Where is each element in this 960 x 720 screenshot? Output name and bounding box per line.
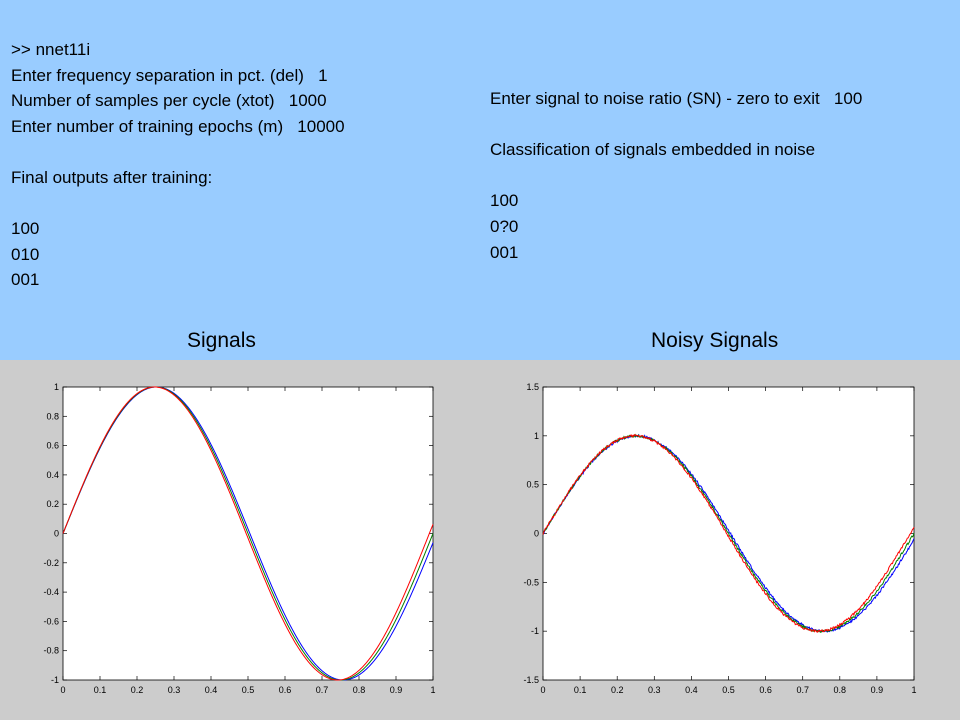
y-tick-label: -1.5 <box>523 675 539 685</box>
y-tick-label: 0.4 <box>46 470 59 480</box>
x-tick-label: 0.8 <box>353 685 366 695</box>
console-line: >> nnet11i <box>11 40 91 59</box>
y-tick-label: -0.8 <box>43 646 59 656</box>
y-tick-label: -0.6 <box>43 616 59 626</box>
console-line: Final outputs after training: <box>11 167 213 187</box>
console-panel <box>0 0 960 360</box>
x-tick-label: 0.5 <box>242 685 255 695</box>
plot-title-signals: Signals <box>187 329 256 352</box>
plot-title-noisy-signals: Noisy Signals <box>651 329 779 352</box>
noisy-signals-chart: 0 0.1 0.2 0.3 0.4 0.5 0.6 0.7 0.8 0.9 1 1.5 1 0.5 0 -0.… <box>523 382 916 695</box>
x-tick-label: 0.3 <box>168 685 181 695</box>
y-tick-label: 0.6 <box>46 441 59 451</box>
console-line <box>490 163 862 189</box>
console-line: 010 <box>11 244 40 264</box>
console-line: Enter number of training epochs (m) 1000… <box>11 116 345 136</box>
y-tick-label: -0.5 <box>523 577 539 587</box>
console-output-right: Enter signal to noise ratio (SN) - zero … <box>490 86 862 265</box>
y-tick-label: 1.5 <box>526 382 539 392</box>
y-tick-label: 0.5 <box>526 480 539 490</box>
y-tick-label: 0 <box>54 529 59 539</box>
x-tick-label: 0 <box>540 685 545 695</box>
y-tick-label: 1 <box>534 431 539 441</box>
x-tick-label: 0.7 <box>316 685 329 695</box>
console-line: 100 <box>11 219 40 239</box>
series-line-3 <box>62 386 434 681</box>
signals-chart: 0 0.1 0.2 0.3 0.4 0.5 0.6 0.7 0.8 0.9 1 1 0.8 0.6 0.4 0… <box>43 382 435 695</box>
y-tick-label: -0.4 <box>43 587 59 597</box>
x-tick-label: 0.3 <box>648 685 661 695</box>
console-line: Classification of signals embedded in no… <box>490 140 816 160</box>
y-tick-label: 1 <box>54 382 59 392</box>
x-tick-label: 0.1 <box>94 685 107 695</box>
x-tick-label: 0.2 <box>131 685 144 695</box>
y-tick-label: 0.2 <box>46 499 59 509</box>
y-tick-label: -0.2 <box>43 558 59 568</box>
series-line-3 <box>542 433 915 633</box>
x-tick-label: 0.5 <box>722 685 735 695</box>
x-tick-label: 0.8 <box>834 685 847 695</box>
console-line: 001 <box>11 270 40 290</box>
console-line: Enter signal to noise ratio (SN) - zero … <box>490 89 863 108</box>
x-tick-label: 0.1 <box>574 685 587 695</box>
x-tick-label: 0.6 <box>759 685 772 695</box>
x-tick-label: 1 <box>430 685 435 695</box>
x-tick-label: 0 <box>60 685 65 695</box>
x-tick-label: 0.4 <box>205 685 218 695</box>
y-tick-label: -1 <box>51 675 59 685</box>
console-line: 0?0 <box>490 216 519 236</box>
console-line <box>11 139 345 165</box>
console-line: 001 <box>490 242 519 262</box>
console-line: Enter frequency separation in pct. (del)… <box>11 65 328 85</box>
x-tick-label: 0.7 <box>796 685 809 695</box>
console-line <box>490 112 862 138</box>
y-tick-label: 0 <box>534 529 539 539</box>
x-tick-label: 0.4 <box>685 685 698 695</box>
y-tick-label: 0.8 <box>46 411 59 421</box>
x-tick-label: 0.9 <box>871 685 884 695</box>
x-tick-label: 1 <box>911 685 916 695</box>
x-tick-label: 0.9 <box>390 685 403 695</box>
x-tick-label: 0.6 <box>279 685 292 695</box>
console-line: Number of samples per cycle (xtot) 1000 <box>11 91 327 111</box>
y-tick-label: -1 <box>531 626 539 636</box>
console-line <box>11 191 345 217</box>
console-line: 100 <box>490 191 519 211</box>
console-output-left: >> nnet11i Enter frequency separation in … <box>11 37 345 293</box>
x-tick-label: 0.2 <box>611 685 624 695</box>
